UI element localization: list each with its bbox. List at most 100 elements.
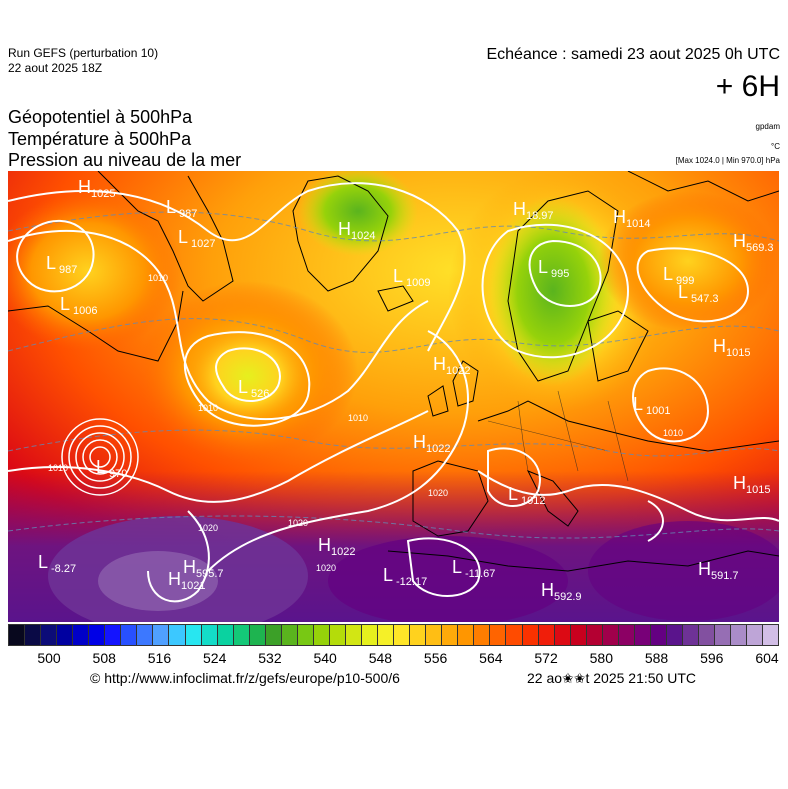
color-swatch [618,625,635,645]
color-scale-tick: 580 [589,650,613,666]
color-swatch [490,625,507,645]
color-scale-tick: 564 [479,650,503,666]
color-scale-tick: 548 [368,650,393,666]
pressure-center-high: H [733,231,746,251]
color-swatch [747,625,764,645]
pressure-center-value: 1025 [91,188,115,200]
color-swatch [586,625,603,645]
color-swatch [666,625,683,645]
pressure-center-high: H [433,354,446,374]
color-scale-tick: 500 [37,650,61,666]
pressure-center-low: L [678,282,688,302]
pressure-center-high: H [698,559,711,579]
color-swatch [554,625,571,645]
color-swatch [89,625,106,645]
unit-geopotential: gpdam [755,122,780,131]
color-scale-tick: 572 [534,650,558,666]
pressure-center-high: H [168,569,181,589]
pressure-center-low: L [383,565,393,585]
timestamp: 22 ao✬✬t 2025 21:50 UTC [527,670,697,686]
color-swatch [9,625,26,645]
color-swatch [249,625,266,645]
isobar-label: 1020 [428,488,448,498]
pressure-center-low: L [60,294,70,314]
color-swatch [329,625,346,645]
color-swatch [105,625,122,645]
color-swatch [362,625,379,645]
color-swatch [634,625,651,645]
color-scale-bar [8,624,779,646]
pressure-center-low: L [393,266,403,286]
color-swatch [522,625,539,645]
color-scale-tick: 540 [313,650,337,666]
pressure-center-value: 1022 [331,546,355,558]
color-swatch [378,625,395,645]
color-swatch [442,625,459,645]
color-scale-tick: 516 [147,650,172,666]
pressure-center-value: 1027 [191,238,215,250]
isobar-label: 1010 [198,403,218,413]
pressure-center-value: 1021 [181,580,205,592]
color-swatch [699,625,716,645]
pressure-center-value: 547.3 [691,293,719,305]
color-swatch [281,625,298,645]
color-swatch [313,625,330,645]
pressure-center-value: -8.27 [51,563,76,575]
pressure-center-low: L [508,484,518,504]
color-swatch [217,625,234,645]
pressure-center-low: L [46,253,56,273]
color-scale-tick: 588 [644,650,669,666]
color-swatch [121,625,138,645]
color-swatch [297,625,314,645]
pressure-center-low: L [238,377,248,397]
color-swatch [41,625,58,645]
color-swatch [137,625,154,645]
pressure-center-high: H [713,336,726,356]
color-swatch [394,625,411,645]
run-date: 22 aout 2025 18Z [8,61,103,75]
pressure-center-value: 18.97 [526,210,554,222]
color-swatch [265,625,282,645]
pressure-center-value: 1022 [446,365,470,377]
pressure-center-value: 1015 [746,484,770,496]
color-swatch [506,625,523,645]
pressure-center-value: 987 [59,264,77,276]
pressure-center-high: H [413,432,426,452]
color-swatch [602,625,619,645]
pressure-center-low: L [452,557,462,577]
color-scale-tick: 508 [92,650,116,666]
isobar-label: 1020 [316,563,336,573]
color-swatch [570,625,587,645]
unit-temperature: °C [771,142,780,151]
isobar-label: 1010 [148,273,168,283]
pressure-center-low: L [178,227,188,247]
pressure-center-low: L [38,552,48,572]
pressure-center-high: H [513,199,526,219]
pressure-center-low: L [166,197,176,217]
color-scale-tick: 604 [755,650,779,666]
param-temperature: Température à 500hPa [8,129,192,149]
pressure-center-value: 569.3 [746,242,774,254]
color-scale-tick: 556 [423,650,448,666]
color-scale-tick: 524 [203,650,227,666]
color-swatch [731,625,748,645]
pressure-center-value: 1012 [521,495,545,507]
param-geopotential: Géopotentiel à 500hPa [8,107,193,127]
pressure-center-value: 1022 [426,443,450,455]
pressure-center-low: L [538,257,548,277]
color-swatch [715,625,732,645]
pressure-center-low: L [663,264,673,284]
isobar-label: 1010 [48,463,68,473]
color-swatch [650,625,667,645]
pressure-center-value: 1014 [626,218,650,230]
isobar-label: 1010 [663,428,683,438]
color-swatch [426,625,443,645]
pressure-center-high: H [733,473,746,493]
isobar-label: 1020 [288,518,308,528]
color-swatch [538,625,555,645]
color-swatch [682,625,700,645]
pressure-center-value: 1024 [351,230,375,242]
pressure-center-value: 1009 [406,277,430,289]
pressure-center-high: H [78,177,91,197]
color-swatch [474,625,491,645]
